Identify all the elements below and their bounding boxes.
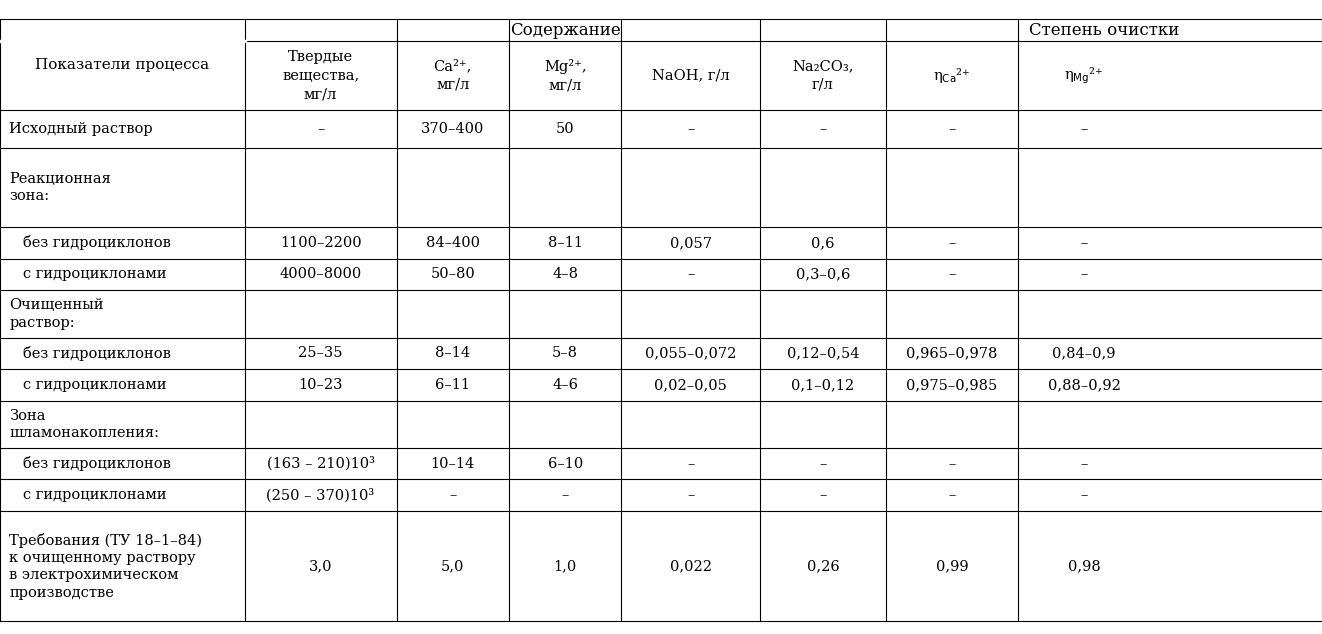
Text: без гидроциклонов: без гидроциклонов: [9, 235, 171, 250]
Text: 0,84–0,9: 0,84–0,9: [1052, 346, 1116, 360]
Text: Зона
шламонакопления:: Зона шламонакопления:: [9, 408, 159, 440]
Text: 10–14: 10–14: [431, 456, 475, 470]
Text: 50: 50: [555, 122, 575, 136]
Text: без гидроциклонов: без гидроциклонов: [9, 456, 171, 471]
Text: 370–400: 370–400: [422, 122, 484, 136]
Text: 0,022: 0,022: [670, 559, 711, 573]
Text: 0,057: 0,057: [670, 236, 711, 250]
Text: Исходный раствор: Исходный раствор: [9, 122, 153, 136]
Text: –: –: [687, 122, 694, 136]
Text: –: –: [449, 488, 456, 502]
Text: η$_{\mathrm{Mg}}$²⁺: η$_{\mathrm{Mg}}$²⁺: [1064, 65, 1104, 86]
Text: 0,975–0,985: 0,975–0,985: [906, 378, 998, 392]
Text: –: –: [1080, 236, 1088, 250]
Text: NaOH, г/л: NaOH, г/л: [652, 68, 730, 83]
Text: Требования (ТУ 18–1–84)
к очищенному раствору
в электрохимическом
производстве: Требования (ТУ 18–1–84) к очищенному рас…: [9, 533, 202, 600]
Text: 84–400: 84–400: [426, 236, 480, 250]
Text: 8–14: 8–14: [435, 346, 471, 360]
Text: η$_{\mathrm{Ca}}$²⁺: η$_{\mathrm{Ca}}$²⁺: [933, 67, 970, 86]
Text: Твердые
вещества,
мг/л: Твердые вещества, мг/л: [282, 50, 360, 101]
Text: –: –: [1080, 268, 1088, 281]
Text: 4–8: 4–8: [553, 268, 578, 281]
Text: 5,0: 5,0: [442, 559, 464, 573]
Text: 1100–2200: 1100–2200: [280, 236, 361, 250]
Text: –: –: [820, 456, 826, 470]
Text: 3,0: 3,0: [309, 559, 332, 573]
Text: –: –: [948, 488, 956, 502]
Text: Ca²⁺,
мг/л: Ca²⁺, мг/л: [434, 60, 472, 92]
Text: 0,88–0,92: 0,88–0,92: [1047, 378, 1121, 392]
Text: 6–10: 6–10: [547, 456, 583, 470]
Text: –: –: [317, 122, 324, 136]
Text: 0,26: 0,26: [806, 559, 839, 573]
Text: Степень очистки: Степень очистки: [1029, 22, 1179, 39]
Text: –: –: [1080, 488, 1088, 502]
Text: –: –: [948, 236, 956, 250]
Text: Очищенный
раствор:: Очищенный раствор:: [9, 298, 104, 330]
Text: 0,1–0,12: 0,1–0,12: [792, 378, 854, 392]
Text: (250 – 370)10³: (250 – 370)10³: [267, 488, 374, 502]
Text: 6–11: 6–11: [435, 378, 471, 392]
Text: с гидроциклонами: с гидроциклонами: [9, 488, 167, 502]
Text: 0,6: 0,6: [812, 236, 834, 250]
Text: –: –: [948, 456, 956, 470]
Text: 0,02–0,05: 0,02–0,05: [654, 378, 727, 392]
Text: 1,0: 1,0: [554, 559, 576, 573]
Text: Показатели процесса: Показатели процесса: [36, 58, 209, 72]
Text: –: –: [820, 122, 826, 136]
Text: –: –: [948, 122, 956, 136]
Text: 0,965–0,978: 0,965–0,978: [906, 346, 998, 360]
Text: –: –: [1080, 456, 1088, 470]
Text: 4–6: 4–6: [553, 378, 578, 392]
Text: (163 – 210)10³: (163 – 210)10³: [267, 456, 374, 471]
Text: Реакционная
зона:: Реакционная зона:: [9, 172, 111, 204]
Text: –: –: [948, 268, 956, 281]
Text: –: –: [687, 456, 694, 470]
Text: 0,98: 0,98: [1068, 559, 1100, 573]
Text: 4000–8000: 4000–8000: [279, 268, 362, 281]
Text: с гидроциклонами: с гидроциклонами: [9, 268, 167, 281]
Text: 25–35: 25–35: [299, 346, 342, 360]
Text: 50–80: 50–80: [431, 268, 475, 281]
Text: –: –: [562, 488, 568, 502]
Text: 10–23: 10–23: [299, 378, 342, 392]
Text: 0,12–0,54: 0,12–0,54: [787, 346, 859, 360]
Text: –: –: [687, 268, 694, 281]
Text: 8–11: 8–11: [547, 236, 583, 250]
Text: без гидроциклонов: без гидроциклонов: [9, 346, 171, 361]
Text: 0,99: 0,99: [936, 559, 968, 573]
Text: Содержание: Содержание: [510, 22, 620, 39]
Text: –: –: [820, 488, 826, 502]
Text: –: –: [1080, 122, 1088, 136]
Text: –: –: [687, 488, 694, 502]
Text: 5–8: 5–8: [553, 346, 578, 360]
Text: Mg²⁺,
мг/л: Mg²⁺, мг/л: [543, 59, 587, 93]
Text: Na₂CO₃,
г/л: Na₂CO₃, г/л: [792, 60, 854, 92]
Text: 0,3–0,6: 0,3–0,6: [796, 268, 850, 281]
Text: 0,055–0,072: 0,055–0,072: [645, 346, 736, 360]
Text: с гидроциклонами: с гидроциклонами: [9, 378, 167, 392]
